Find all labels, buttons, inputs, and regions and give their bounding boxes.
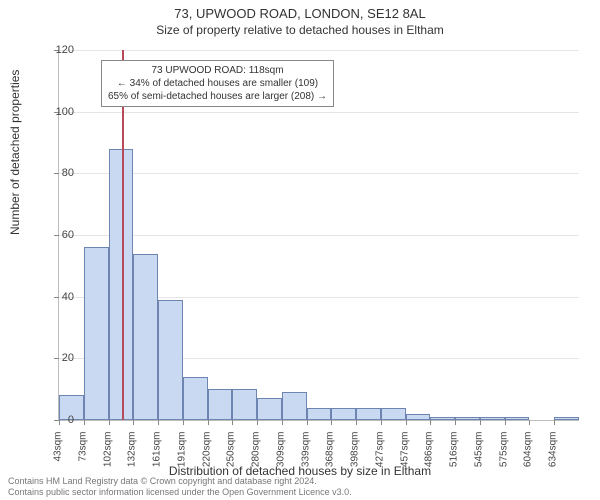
xtick-mark (505, 420, 506, 425)
histogram-bar (356, 408, 381, 420)
xtick-label: 575sqm (498, 432, 509, 482)
histogram-bar (257, 398, 282, 420)
xtick-label: 398sqm (350, 432, 361, 482)
gridline (59, 50, 579, 51)
xtick-label: 43sqm (53, 432, 64, 482)
xtick-mark (381, 420, 382, 425)
xtick-label: 516sqm (449, 432, 460, 482)
xtick-mark (109, 420, 110, 425)
ytick-label: 40 (44, 291, 74, 303)
gridline (59, 112, 579, 113)
xtick-mark (232, 420, 233, 425)
xtick-label: 309sqm (275, 432, 286, 482)
chart-subtitle: Size of property relative to detached ho… (0, 21, 600, 37)
histogram-bar (480, 417, 505, 420)
annotation-line3: 65% of semi-detached houses are larger (… (108, 90, 327, 103)
xtick-label: 132sqm (127, 432, 138, 482)
xtick-mark (257, 420, 258, 425)
gridline (59, 173, 579, 174)
xtick-mark (529, 420, 530, 425)
xtick-label: 545sqm (473, 432, 484, 482)
xtick-label: 280sqm (251, 432, 262, 482)
histogram-bar (232, 389, 257, 420)
xtick-mark (208, 420, 209, 425)
histogram-bar (133, 254, 158, 421)
xtick-mark (183, 420, 184, 425)
chart-container: 73, UPWOOD ROAD, LONDON, SE12 8AL Size o… (0, 0, 600, 500)
xtick-label: 634sqm (548, 432, 559, 482)
ytick-label: 20 (44, 352, 74, 364)
xtick-mark (133, 420, 134, 425)
histogram-bar (282, 392, 307, 420)
ytick-label: 80 (44, 167, 74, 179)
histogram-bar (554, 417, 579, 420)
xtick-label: 250sqm (226, 432, 237, 482)
annotation-line2: ← 34% of detached houses are smaller (10… (108, 77, 327, 90)
xtick-mark (554, 420, 555, 425)
xtick-mark (282, 420, 283, 425)
xtick-label: 73sqm (77, 432, 88, 482)
xtick-label: 368sqm (325, 432, 336, 482)
xtick-mark (158, 420, 159, 425)
histogram-bar (406, 414, 431, 420)
xtick-mark (480, 420, 481, 425)
xtick-mark (406, 420, 407, 425)
footer-line2: Contains public sector information licen… (8, 487, 352, 498)
histogram-bar (208, 389, 233, 420)
xtick-mark (455, 420, 456, 425)
xtick-mark (356, 420, 357, 425)
xtick-label: 220sqm (201, 432, 212, 482)
histogram-bar (307, 408, 332, 420)
histogram-bar (331, 408, 356, 420)
chart-title: 73, UPWOOD ROAD, LONDON, SE12 8AL (0, 0, 600, 21)
histogram-bar (455, 417, 480, 420)
histogram-bar (381, 408, 406, 420)
xtick-label: 339sqm (300, 432, 311, 482)
annotation-box: 73 UPWOOD ROAD: 118sqm← 34% of detached … (101, 60, 334, 107)
xtick-label: 191sqm (176, 432, 187, 482)
xtick-mark (331, 420, 332, 425)
xtick-label: 102sqm (102, 432, 113, 482)
histogram-bar (183, 377, 208, 420)
histogram-bar (109, 149, 134, 420)
xtick-mark (307, 420, 308, 425)
xtick-mark (430, 420, 431, 425)
y-axis-label: Number of detached properties (8, 70, 22, 235)
xtick-label: 604sqm (523, 432, 534, 482)
plot-area: 73 UPWOOD ROAD: 118sqm← 34% of detached … (58, 50, 579, 421)
xtick-label: 427sqm (374, 432, 385, 482)
gridline (59, 235, 579, 236)
histogram-bar (158, 300, 183, 420)
histogram-bar (505, 417, 530, 420)
ytick-label: 100 (44, 106, 74, 118)
histogram-bar (84, 247, 109, 420)
ytick-label: 120 (44, 44, 74, 56)
ytick-label: 0 (44, 414, 74, 426)
ytick-label: 60 (44, 229, 74, 241)
annotation-line1: 73 UPWOOD ROAD: 118sqm (108, 64, 327, 77)
xtick-mark (84, 420, 85, 425)
xtick-label: 161sqm (152, 432, 163, 482)
xtick-label: 486sqm (424, 432, 435, 482)
histogram-bar (430, 417, 455, 420)
xtick-label: 457sqm (399, 432, 410, 482)
